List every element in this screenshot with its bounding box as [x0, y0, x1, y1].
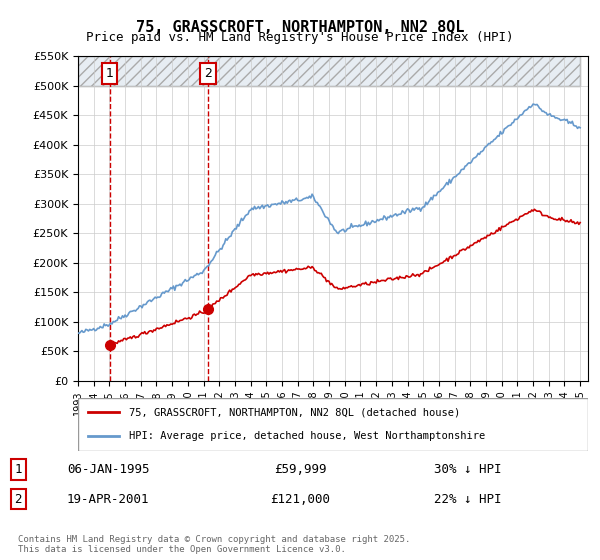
Text: Contains HM Land Registry data © Crown copyright and database right 2025.
This d: Contains HM Land Registry data © Crown c… [18, 535, 410, 554]
Text: 22% ↓ HPI: 22% ↓ HPI [434, 493, 502, 506]
Text: 75, GRASSCROFT, NORTHAMPTON, NN2 8QL (detached house): 75, GRASSCROFT, NORTHAMPTON, NN2 8QL (de… [129, 408, 460, 418]
Text: £59,999: £59,999 [274, 463, 326, 476]
Text: 30% ↓ HPI: 30% ↓ HPI [434, 463, 502, 476]
Text: £121,000: £121,000 [270, 493, 330, 506]
Text: 2: 2 [14, 493, 22, 506]
Text: 19-APR-2001: 19-APR-2001 [67, 493, 149, 506]
Text: 2: 2 [204, 67, 212, 80]
FancyBboxPatch shape [78, 398, 588, 451]
Text: Price paid vs. HM Land Registry's House Price Index (HPI): Price paid vs. HM Land Registry's House … [86, 31, 514, 44]
Text: 1: 1 [14, 463, 22, 476]
Text: 1: 1 [106, 67, 113, 80]
Text: 75, GRASSCROFT, NORTHAMPTON, NN2 8QL: 75, GRASSCROFT, NORTHAMPTON, NN2 8QL [136, 20, 464, 35]
Text: HPI: Average price, detached house, West Northamptonshire: HPI: Average price, detached house, West… [129, 431, 485, 441]
Text: 06-JAN-1995: 06-JAN-1995 [67, 463, 149, 476]
